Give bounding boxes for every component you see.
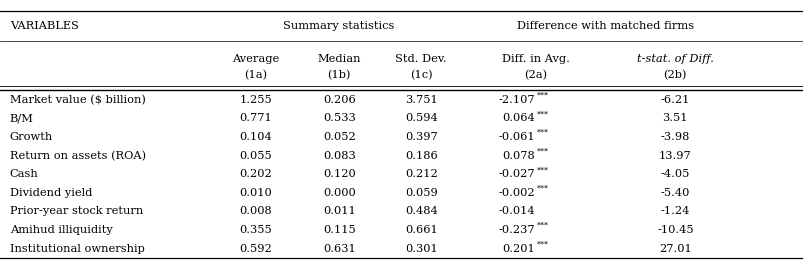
Text: -0.027: -0.027 [498,169,535,179]
Text: 0.115: 0.115 [323,225,355,235]
Text: Summary statistics: Summary statistics [283,21,393,31]
Text: ***: *** [536,110,548,118]
Text: ***: *** [536,129,548,137]
Text: 0.055: 0.055 [239,151,271,161]
Text: 0.078: 0.078 [502,151,535,161]
Text: 0.008: 0.008 [239,206,271,217]
Text: (1a): (1a) [244,70,267,80]
Text: Std. Dev.: Std. Dev. [395,54,446,64]
Text: 13.97: 13.97 [658,151,691,161]
Text: 0.594: 0.594 [405,113,437,123]
Text: ***: *** [536,166,548,174]
Text: 0.484: 0.484 [405,206,437,217]
Text: -4.05: -4.05 [660,169,689,179]
Text: Growth: Growth [10,132,53,142]
Text: t-stat. of Diff.: t-stat. of Diff. [636,54,713,64]
Text: Dividend yield: Dividend yield [10,188,92,198]
Text: 0.631: 0.631 [323,244,355,254]
Text: ***: *** [536,185,548,193]
Text: -0.002: -0.002 [498,188,535,198]
Text: 1.255: 1.255 [239,95,271,105]
Text: 0.592: 0.592 [239,244,271,254]
Text: 0.064: 0.064 [502,113,535,123]
Text: (2a): (2a) [524,70,546,80]
Text: ***: *** [536,92,548,100]
Text: -5.40: -5.40 [660,188,689,198]
Text: Median: Median [317,54,361,64]
Text: Prior-year stock return: Prior-year stock return [10,206,143,217]
Text: 0.104: 0.104 [239,132,271,142]
Text: 0.206: 0.206 [323,95,355,105]
Text: 0.533: 0.533 [323,113,355,123]
Text: -3.98: -3.98 [660,132,689,142]
Text: ***: *** [536,222,548,230]
Text: 0.000: 0.000 [323,188,355,198]
Text: (1c): (1c) [410,70,432,80]
Text: 0.771: 0.771 [239,113,271,123]
Text: -0.237: -0.237 [498,225,535,235]
Text: 0.301: 0.301 [405,244,437,254]
Text: 0.052: 0.052 [323,132,355,142]
Text: -1.24: -1.24 [660,206,689,217]
Text: 0.010: 0.010 [239,188,271,198]
Text: 0.083: 0.083 [323,151,355,161]
Text: VARIABLES: VARIABLES [10,21,79,31]
Text: Institutional ownership: Institutional ownership [10,244,145,254]
Text: 0.059: 0.059 [405,188,437,198]
Text: Amihud illiquidity: Amihud illiquidity [10,225,112,235]
Text: 27.01: 27.01 [658,244,691,254]
Text: 3.51: 3.51 [662,113,687,123]
Text: 3.751: 3.751 [405,95,437,105]
Text: Cash: Cash [10,169,39,179]
Text: Diff. in Avg.: Diff. in Avg. [501,54,569,64]
Text: 0.212: 0.212 [405,169,437,179]
Text: 0.202: 0.202 [239,169,271,179]
Text: -6.21: -6.21 [660,95,689,105]
Text: Average: Average [232,54,279,64]
Text: 0.201: 0.201 [502,244,535,254]
Text: -0.014: -0.014 [498,206,535,217]
Text: ***: *** [536,241,548,249]
Text: -0.061: -0.061 [498,132,535,142]
Text: (2b): (2b) [662,70,687,80]
Text: Market value ($ billion): Market value ($ billion) [10,95,145,105]
Text: 0.186: 0.186 [405,151,437,161]
Text: Difference with matched firms: Difference with matched firms [516,21,693,31]
Text: 0.355: 0.355 [239,225,271,235]
Text: ***: *** [536,148,548,156]
Text: -10.45: -10.45 [656,225,693,235]
Text: 0.397: 0.397 [405,132,437,142]
Text: B/M: B/M [10,113,34,123]
Text: -2.107: -2.107 [498,95,535,105]
Text: (1b): (1b) [327,70,351,80]
Text: Return on assets (ROA): Return on assets (ROA) [10,151,145,161]
Text: 0.011: 0.011 [323,206,355,217]
Text: 0.120: 0.120 [323,169,355,179]
Text: 0.661: 0.661 [405,225,437,235]
